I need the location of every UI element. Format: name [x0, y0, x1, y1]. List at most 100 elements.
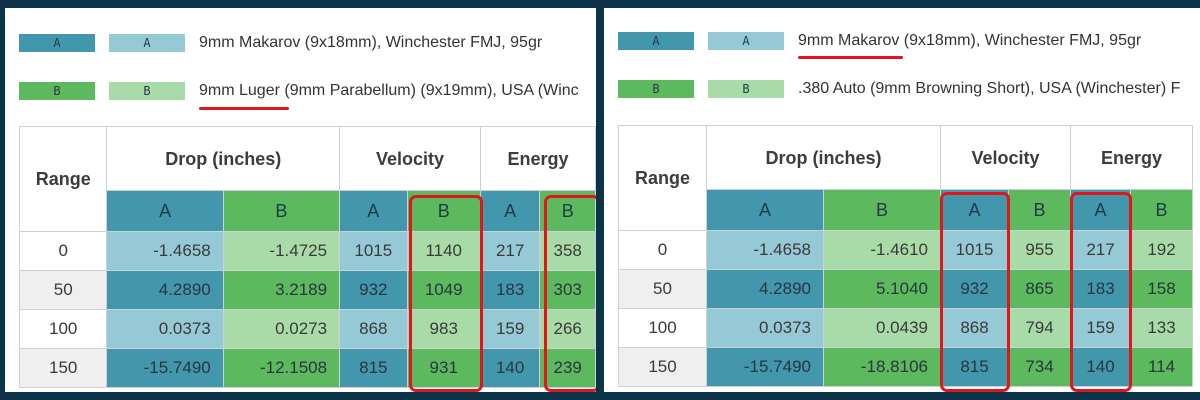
ballistics-table: Range Drop (inches) Velocity Energy A B … [618, 125, 1193, 387]
header-drop: Drop (inches) [706, 125, 941, 190]
cell-energy-b: 303 [539, 270, 596, 310]
cell-energy-a: 140 [1070, 347, 1131, 387]
legend-swatch-a-dark: A [618, 32, 694, 50]
table-row: 100 0.0373 0.0273 868 983 159 266 [18, 309, 596, 349]
legend-label-b: .380 Auto (9mm Browning Short), USA (Win… [798, 80, 1181, 97]
subheader-drop-b: B [823, 189, 941, 231]
cell-drop-a: 4.2890 [106, 270, 224, 310]
header-drop-text: Drop (inches) [165, 148, 282, 169]
legend-label-b-emphasis: 9mm Luger [199, 82, 280, 99]
legend-label-a-emphasis: 9mm Makarov [798, 32, 900, 49]
cell-velocity-a: 1015 [339, 231, 408, 271]
cell-energy-a: 217 [479, 231, 541, 271]
cell-energy-b: 358 [539, 231, 596, 271]
legend-swatch-b-dark: B [618, 80, 694, 98]
legend-label-a-rest: (9x18mm), Winchester FMJ, 95gr [899, 32, 1142, 49]
legend-label-b: 9mm Luger (9mm Parabellum) (9x19mm), USA… [199, 81, 579, 101]
cell-velocity-a: 868 [940, 308, 1009, 348]
header-range: Range [618, 125, 707, 231]
header-velocity: Velocity [940, 125, 1071, 190]
cell-velocity-b: 983 [406, 309, 481, 349]
cell-drop-a: -1.4658 [706, 230, 824, 270]
cell-energy-a: 183 [1070, 269, 1131, 309]
underline-annotation [199, 107, 289, 110]
comparison-panel-left: A A 9mm Makarov (9x18mm), Winchester FMJ… [5, 8, 596, 392]
cell-drop-b: -1.4725 [222, 231, 341, 271]
subheader-energy-a: A [479, 190, 541, 232]
cell-energy-b: 239 [539, 348, 596, 388]
subheader-velocity-b: B [1008, 189, 1071, 231]
header-energy: Energy [1070, 125, 1193, 190]
table-row: 0 -1.4658 -1.4610 1015 955 217 192 [618, 230, 1193, 270]
table-row: 50 4.2890 5.1040 932 865 183 158 [618, 269, 1193, 309]
cell-range: 150 [618, 347, 707, 387]
legend-swatch-b-light: B [708, 80, 784, 98]
cell-energy-a: 183 [479, 270, 541, 310]
legend-swatch-b-light: B [109, 82, 185, 100]
cell-drop-a: 4.2890 [706, 269, 824, 309]
cell-drop-b: 5.1040 [823, 269, 941, 309]
cell-energy-a: 159 [479, 309, 541, 349]
cell-velocity-b: 1049 [406, 270, 481, 310]
table-row: 150 -15.7490 -12.1508 815 931 140 239 [18, 348, 596, 388]
subheader-velocity-a: A [339, 190, 408, 232]
subheader-drop-b: B [222, 190, 341, 232]
header-range: Range [18, 126, 108, 232]
legend-label-b-rest: (9mm Parabellum) (9x19mm), USA (Winc [279, 82, 579, 99]
cell-velocity-a: 932 [940, 269, 1009, 309]
cell-velocity-b: 1140 [406, 231, 481, 271]
cell-drop-b: -1.4610 [823, 230, 941, 270]
cell-range: 50 [18, 270, 108, 310]
cell-velocity-b: 955 [1008, 230, 1071, 270]
subheader-velocity-b: B [406, 190, 481, 232]
header-energy: Energy [479, 126, 596, 191]
table-row: 50 4.2890 3.2189 932 1049 183 303 [18, 270, 596, 310]
cell-energy-b: 133 [1130, 308, 1193, 348]
legend-swatch-a-light: A [109, 34, 185, 52]
subheader-energy-b: B [539, 190, 596, 232]
cell-drop-a: -1.4658 [106, 231, 224, 271]
cell-velocity-a: 1015 [940, 230, 1009, 270]
cell-drop-b: 3.2189 [222, 270, 341, 310]
cell-drop-b: 0.0439 [823, 308, 941, 348]
cell-drop-b: -12.1508 [222, 348, 341, 388]
cell-velocity-a: 815 [940, 347, 1009, 387]
ballistics-table: Range Drop (inches) Velocity Energy A B … [18, 126, 596, 388]
cell-energy-a: 140 [479, 348, 541, 388]
cell-range: 50 [618, 269, 707, 309]
cell-drop-a: 0.0373 [706, 308, 824, 348]
header-drop-text: Drop (inches) [765, 147, 882, 168]
cell-energy-b: 266 [539, 309, 596, 349]
legend-swatch-a-light: A [708, 32, 784, 50]
cell-velocity-a: 815 [339, 348, 408, 388]
subheader-energy-a: A [1070, 189, 1131, 231]
header-velocity: Velocity [339, 126, 481, 191]
cell-energy-b: 114 [1130, 347, 1193, 387]
cell-velocity-a: 932 [339, 270, 408, 310]
header-drop: Drop (inches) [106, 126, 341, 191]
cell-energy-b: 192 [1130, 230, 1193, 270]
table-row: 0 -1.4658 -1.4725 1015 1140 217 358 [18, 231, 596, 271]
legend-label-a: 9mm Makarov (9x18mm), Winchester FMJ, 95… [199, 34, 543, 51]
subheader-velocity-a: A [940, 189, 1009, 231]
cell-range: 100 [618, 308, 707, 348]
table-row: 150 -15.7490 -18.8106 815 734 140 114 [618, 347, 1193, 387]
cell-drop-b: -18.8106 [823, 347, 941, 387]
cell-range: 0 [618, 230, 707, 270]
cell-range: 100 [18, 309, 108, 349]
cell-range: 0 [18, 231, 108, 271]
legend-swatch-a-dark: A [19, 34, 95, 52]
subheader-drop-a: A [706, 189, 824, 231]
cell-energy-b: 158 [1130, 269, 1193, 309]
cell-drop-a: 0.0373 [106, 309, 224, 349]
comparison-panel-right: A A 9mm Makarov (9x18mm), Winchester FMJ… [604, 8, 1200, 392]
legend-label-a: 9mm Makarov (9x18mm), Winchester FMJ, 95… [798, 31, 1141, 51]
cell-energy-a: 159 [1070, 308, 1131, 348]
cell-drop-a: -15.7490 [106, 348, 224, 388]
cell-velocity-b: 931 [406, 348, 481, 388]
subheader-energy-b: B [1130, 189, 1193, 231]
cell-drop-a: -15.7490 [706, 347, 824, 387]
cell-drop-b: 0.0273 [222, 309, 341, 349]
cell-velocity-b: 865 [1008, 269, 1071, 309]
legend-swatch-b-dark: B [19, 82, 95, 100]
